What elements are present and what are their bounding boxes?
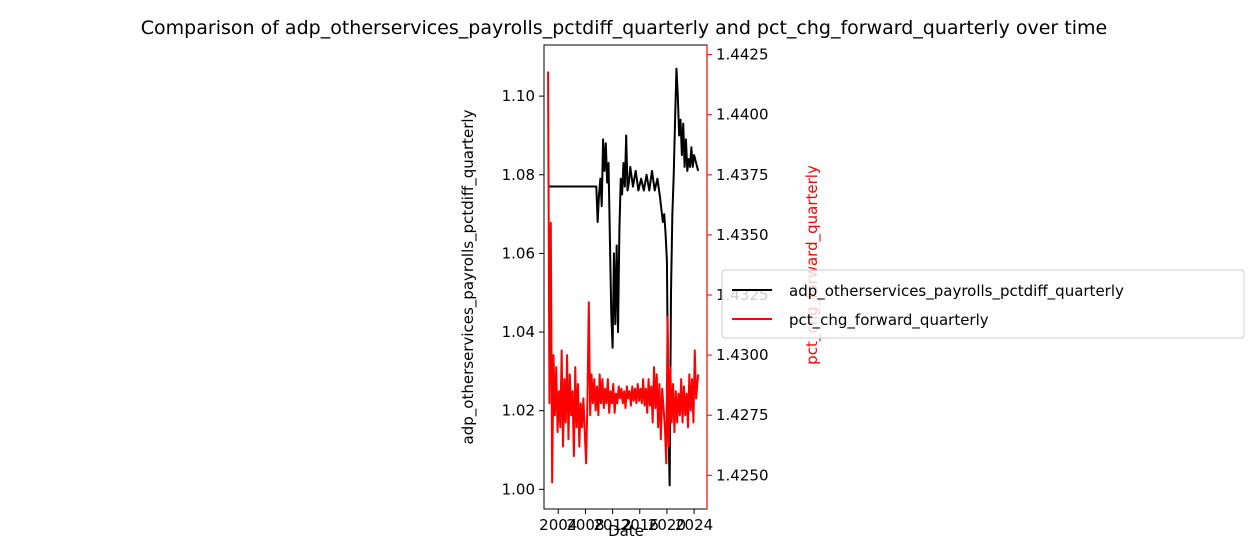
legend-label-right: pct_chg_forward_quarterly — [789, 311, 989, 330]
y-axis-left: 1.00 1.02 1.04 1.06 1.08 1.10 — [502, 87, 544, 498]
y-right-tick-label: 1.4425 — [716, 46, 769, 64]
y-left-tick-label: 1.08 — [502, 166, 535, 184]
y-left-tick-label: 1.00 — [502, 480, 535, 498]
y-right-tick-label: 1.4300 — [716, 346, 769, 364]
y-left-tick-label: 1.04 — [502, 323, 535, 341]
y-left-tick-label: 1.06 — [502, 244, 535, 262]
x-tick-label: 2020 — [648, 516, 686, 534]
y-axis-right: 1.42501.42751.43001.43251.43501.43751.44… — [707, 46, 769, 484]
y-right-tick-label: 1.4350 — [716, 226, 769, 244]
series-right-group — [547, 71, 700, 484]
legend-box — [721, 269, 1245, 339]
legend-label-left: adp_otherservices_payrolls_pctdiff_quart… — [789, 282, 1124, 301]
series-line-adp-otherservices — [548, 67, 700, 487]
x-tick-label: 2008 — [566, 516, 604, 534]
legend: adp_otherservices_payrolls_pctdiff_quart… — [721, 269, 1245, 339]
x-axis-label: Date — [608, 522, 644, 540]
series-left-group — [548, 67, 700, 487]
y-axis-left-label: adp_otherservices_payrolls_pctdiff_quart… — [459, 109, 478, 444]
y-right-tick-label: 1.4400 — [716, 106, 769, 124]
chart-title: Comparison of adp_otherservices_payrolls… — [141, 17, 1107, 39]
x-tick-label: 2012 — [594, 516, 632, 534]
x-tick-label: 2024 — [675, 516, 713, 534]
series-line-pct-chg-forward — [547, 71, 700, 484]
y-right-tick-label: 1.4250 — [716, 466, 769, 484]
y-right-tick-label: 1.4275 — [716, 406, 769, 424]
x-tick-label: 2016 — [621, 516, 659, 534]
y-left-tick-label: 1.10 — [502, 87, 535, 105]
y-left-tick-label: 1.02 — [502, 402, 535, 420]
y-right-tick-label: 1.4375 — [716, 166, 769, 184]
x-tick-label: 2004 — [539, 516, 577, 534]
